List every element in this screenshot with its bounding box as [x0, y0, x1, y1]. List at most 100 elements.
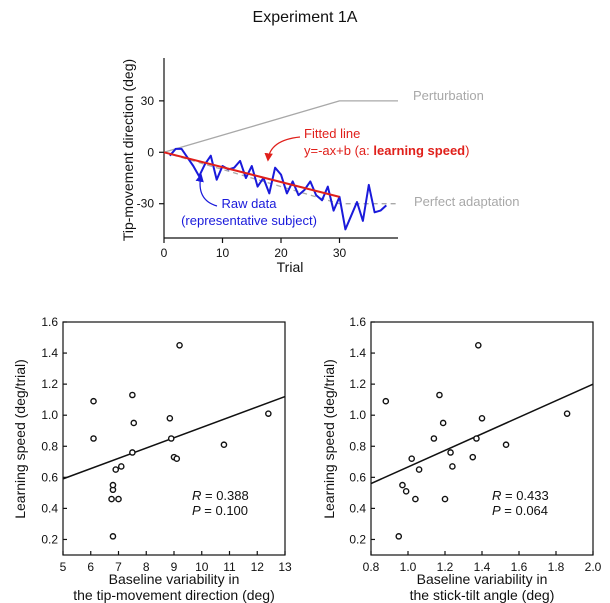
data-point: [167, 435, 175, 442]
data-point: [129, 391, 136, 399]
data-point: [402, 488, 410, 495]
raw-data-arrow: [195, 173, 218, 207]
data-point: [90, 435, 97, 442]
x-tick-label: 9: [171, 560, 178, 574]
chart-scatter-stick-tilt: 0.8 1.0 1.2 1.4 1.6 1.8 2.0 0.2 0.4 0.6 0.8 1.0 1.2 1…: [321, 315, 602, 603]
data-point: [563, 410, 571, 417]
stats-p: P = 0.100: [192, 503, 248, 518]
data-point: [415, 466, 423, 473]
y-tick-label: 0.4: [41, 501, 58, 515]
x-tick-label: 5: [60, 560, 67, 574]
x-axis-label-line1: Baseline variability in: [109, 571, 240, 587]
chart-learning-curve: 0 10 20 30 30 0 -30 Trial Tip-movement directi…: [120, 58, 520, 275]
data-point: [220, 441, 228, 449]
data-point: [109, 481, 117, 489]
fitted-line-label: Fitted line: [304, 126, 360, 141]
stats-r-symbol: R: [192, 488, 201, 503]
data-point: [412, 495, 419, 503]
x-axis-label-line1: Baseline variability in: [417, 571, 548, 587]
y-tick-label: 30: [141, 94, 155, 108]
y-axis-label: Learning speed (deg/trial): [12, 359, 28, 519]
raw-data-sublabel: (representative subject): [181, 213, 317, 228]
y-tick-label: 1.2: [349, 377, 366, 391]
fitted-line-arrow: [264, 136, 301, 162]
data-point: [436, 391, 443, 399]
y-tick-label: 1.6: [349, 315, 366, 329]
x-tick-label: 30: [333, 246, 347, 260]
data-point: [129, 449, 136, 456]
y-tick-label: 1.4: [41, 346, 58, 360]
fit-equation-bold: learning speed: [373, 143, 465, 158]
stats-r: R = 0.433: [492, 488, 549, 503]
raw-data-label: Raw data: [222, 196, 278, 211]
x-tick-label: 1.2: [437, 560, 454, 574]
y-tick-label: 1.0: [349, 408, 366, 422]
data-point: [430, 435, 438, 442]
fit-equation-suffix: ): [465, 143, 469, 158]
x-tick-label: 1.0: [400, 560, 417, 574]
data-point: [115, 495, 122, 503]
y-tick-label: -30: [137, 197, 155, 211]
perfect-adaptation-line: [163, 151, 398, 205]
data-point: [502, 441, 510, 449]
data-point: [117, 463, 125, 470]
x-tick-label: 2.0: [585, 560, 602, 574]
x-tick-label: 0: [161, 246, 168, 260]
y-tick-label: 0.2: [349, 532, 366, 546]
perturbation-line: [163, 100, 398, 153]
x-tick-label: 20: [274, 246, 288, 260]
data-point: [473, 435, 480, 442]
stats-p-value: = 0.064: [501, 503, 548, 518]
x-tick-label: 0.8: [363, 560, 380, 574]
x-tick-label: 1.8: [548, 560, 565, 574]
y-tick-label: 1.0: [41, 408, 58, 422]
stats-p: P = 0.064: [492, 503, 548, 518]
x-tick-label: 13: [278, 560, 292, 574]
x-tick-label: 8: [143, 560, 150, 574]
regression-line: [370, 383, 594, 485]
x-tick-label: 1.6: [511, 560, 528, 574]
y-tick-label: 0: [147, 145, 154, 159]
y-tick-label: 0.6: [41, 470, 58, 484]
data-point: [478, 415, 486, 422]
fit-equation: y=-ax+b (a: learning speed): [304, 143, 469, 158]
data-point: [112, 466, 120, 473]
data-point: [449, 463, 456, 470]
y-tick-label: 0.2: [41, 532, 58, 546]
data-point: [173, 455, 181, 462]
data-point: [474, 341, 482, 349]
y-axis-label: Tip-movement direction (deg): [120, 59, 136, 241]
x-tick-label: 11: [223, 560, 236, 574]
chart-scatter-tip-direction: 5 6 7 8 9 10 11 12 13 0.2 0.4 0.6 0.8 1.0 1.2 1.4 1.6 Le…: [12, 315, 292, 603]
fit-equation-prefix: y=-ax+b (a:: [304, 143, 373, 158]
data-point: [109, 533, 117, 540]
y-tick-label: 1.2: [41, 377, 58, 391]
stats-r-value: = 0.433: [501, 488, 548, 503]
data-point: [265, 410, 272, 417]
x-tick-label: 10: [216, 246, 230, 260]
x-axis-label-line2: the stick-tilt angle (deg): [410, 587, 555, 603]
x-axis-label-line2: the tip-movement direction (deg): [73, 587, 275, 603]
y-axis-label: Learning speed (deg/trial): [321, 359, 337, 519]
data-point: [408, 455, 416, 462]
stats-r-symbol: R: [492, 488, 501, 503]
data-point: [399, 481, 406, 489]
data-point: [176, 341, 183, 349]
data-point: [395, 533, 403, 540]
y-tick-label: 0.4: [349, 501, 366, 515]
perturbation-label: Perturbation: [413, 88, 484, 103]
x-tick-label: 1.4: [474, 560, 491, 574]
data-point: [90, 397, 97, 405]
data-point: [108, 495, 115, 503]
figure-title: Experiment 1A: [253, 9, 358, 26]
perfect-adaptation-label: Perfect adaptation: [414, 194, 520, 209]
x-tick-label: 7: [115, 560, 122, 574]
data-point: [441, 495, 449, 503]
data-point: [447, 449, 454, 456]
y-tick-label: 1.6: [41, 315, 58, 329]
stats-p-symbol: P: [492, 503, 501, 518]
y-tick-label: 0.6: [349, 470, 366, 484]
data-point: [130, 419, 138, 427]
data-point: [166, 415, 174, 422]
